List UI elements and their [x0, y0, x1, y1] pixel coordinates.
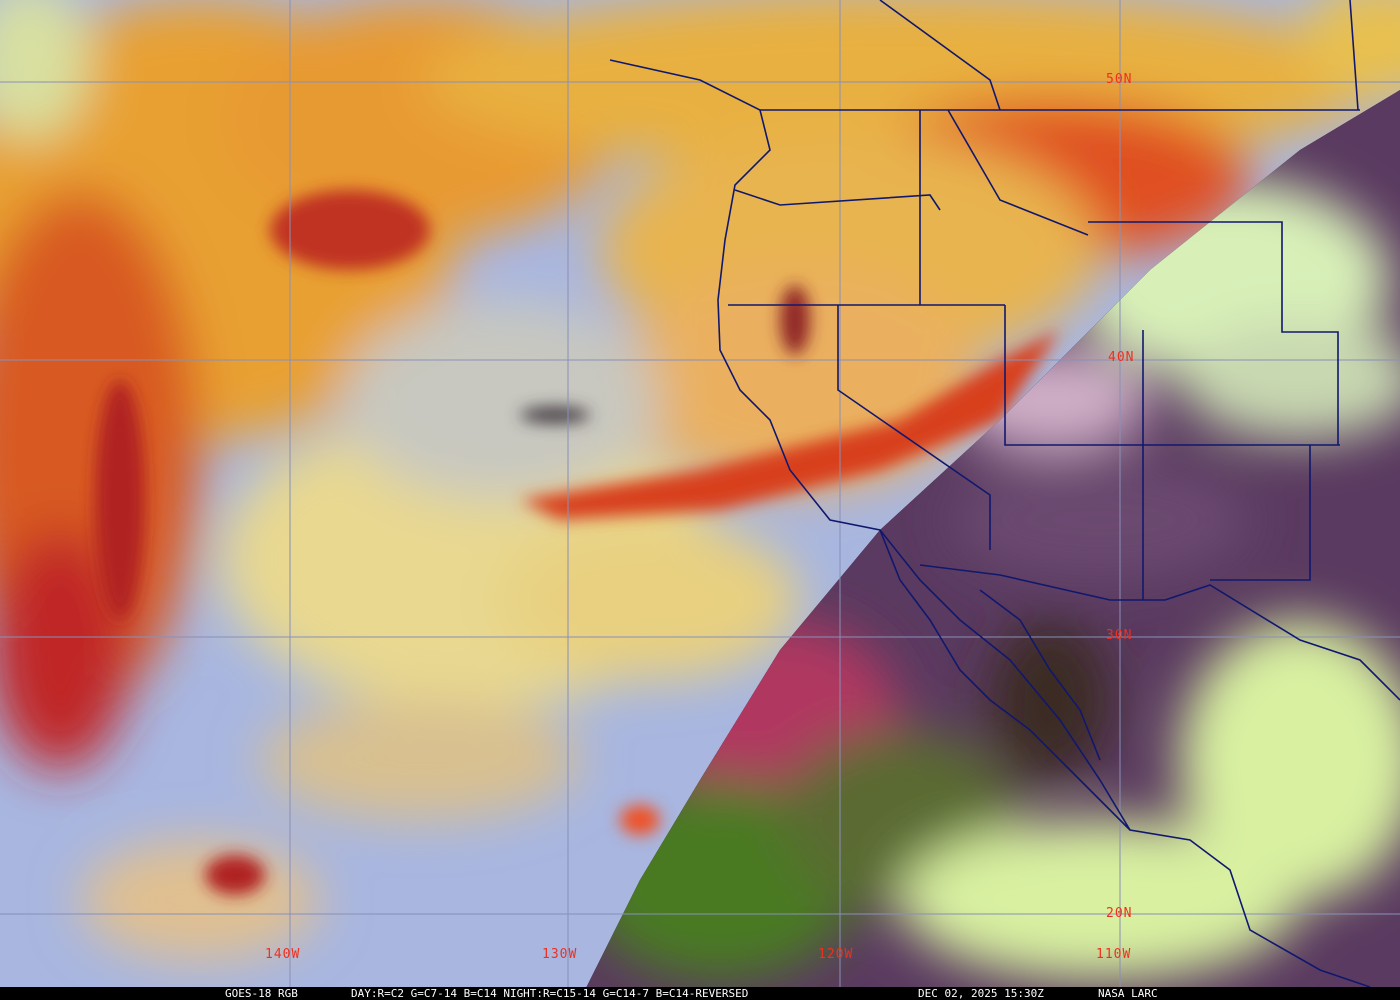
caption-product: GOES-18 RGB: [225, 987, 298, 1000]
gulf-coast: [979, 589, 1101, 761]
lon-label-110w: 110W: [1096, 947, 1132, 962]
caption-datetime: DEC 02, 2025 15:30Z: [918, 987, 1044, 1000]
lat-label-40n: 40N: [1108, 350, 1135, 365]
wy-border: [1088, 221, 1339, 445]
nm-border: [1210, 445, 1311, 581]
nv-ut-border: [1004, 305, 1340, 446]
boundaries: [609, 0, 1400, 988]
mt-border: [947, 109, 1089, 236]
caption-recipe: DAY:R=C2 G=C7-14 B=C14 NIGHT:R=C15-14 G=…: [351, 987, 749, 1000]
us-mexico-border: [919, 564, 1400, 701]
caption-source: NASA LARC: [1098, 987, 1158, 1000]
baja-coast: [879, 529, 1131, 831]
canada-province: [879, 0, 1001, 111]
lat-label-30n: 30N: [1106, 628, 1133, 643]
wa-or-border: [734, 189, 941, 211]
lat-label-50n: 50N: [1106, 72, 1133, 87]
lon-label-130w: 130W: [542, 947, 578, 962]
canada-province-2: [1349, 0, 1359, 111]
coastline: [609, 59, 1371, 988]
caption-bar: GOES-18 RGB DAY:R=C2 G=C7-14 B=C14 NIGHT…: [0, 987, 1400, 1000]
lon-label-140w: 140W: [265, 947, 301, 962]
lat-label-20n: 20N: [1106, 906, 1133, 921]
lon-label-120w: 120W: [818, 947, 854, 962]
ca-nv-border: [837, 305, 991, 550]
